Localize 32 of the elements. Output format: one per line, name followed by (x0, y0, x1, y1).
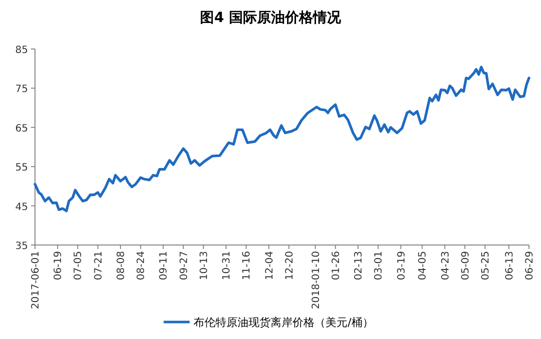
x-tick-label: 07-05 (73, 251, 84, 280)
x-tick-label: 04-23 (440, 251, 452, 280)
x-tick-label: 12-04 (264, 251, 276, 280)
x-tick-label: 07-21 (93, 251, 104, 280)
x-tick-label: 06-29 (524, 251, 536, 280)
x-tick-label: 10-13 (198, 251, 210, 280)
x-tick-label: 2017-06-01 (30, 251, 42, 310)
x-tick-label: 05-25 (480, 251, 492, 280)
y-tick-label: 65 (15, 123, 28, 134)
y-tick-label: 85 (15, 45, 28, 56)
x-tick-label: 04-05 (418, 251, 429, 280)
y-tick-label: 35 (15, 241, 28, 252)
x-tick-label: 11-16 (242, 251, 253, 280)
x-tick-label: 09-27 (178, 251, 190, 280)
x-tick-label: 10-31 (222, 251, 233, 280)
x-tick-label: 01-26 (330, 251, 342, 280)
x-tick-label: 05-09 (460, 251, 472, 280)
x-tick-label: 2018-01-10 (310, 251, 322, 310)
x-tick-label: 08-24 (136, 251, 148, 280)
chart-title: 图4 国际原油价格情况 (200, 10, 342, 26)
legend: 布伦特原油现货离岸价格（美元/桶） (164, 316, 374, 329)
x-tick-label: 12-20 (284, 251, 296, 280)
x-tick-label: 08-08 (116, 251, 127, 280)
y-tick-label: 45 (15, 202, 28, 213)
y-tick-label: 75 (15, 84, 28, 96)
x-tick-label: 02-13 (354, 251, 365, 280)
x-tick-label: 03-01 (374, 251, 385, 280)
x-tick-label: 03-19 (396, 251, 408, 280)
x-tick-label: 09-11 (158, 251, 170, 280)
x-tick-label: 06-19 (53, 251, 64, 280)
y-tick-label: 55 (15, 162, 28, 174)
x-tick-label: 06-13 (504, 251, 516, 280)
